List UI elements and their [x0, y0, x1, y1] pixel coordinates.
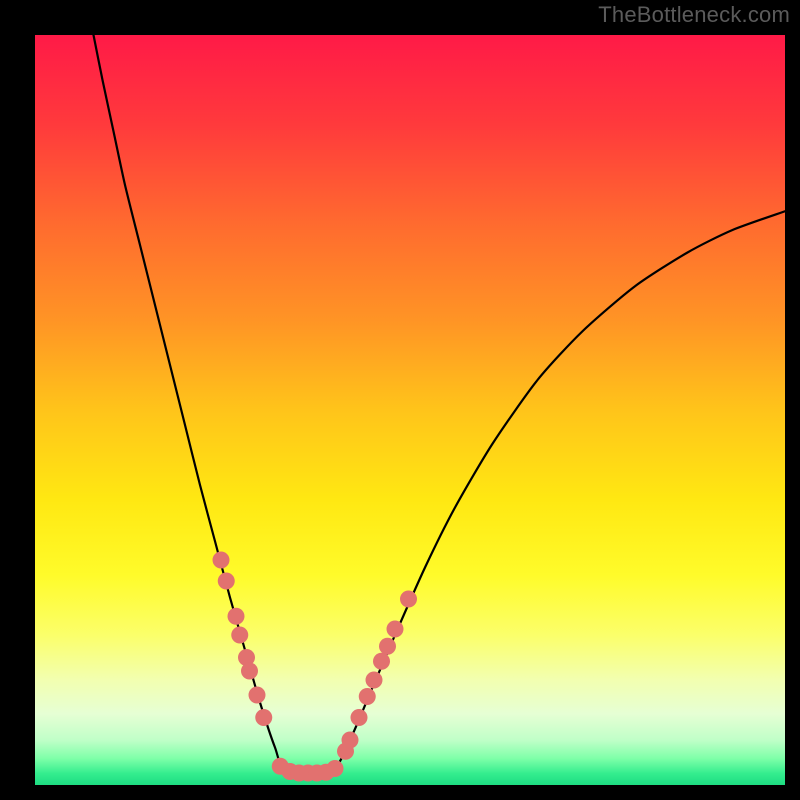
data-marker: [359, 688, 376, 705]
data-marker: [379, 638, 396, 655]
data-marker: [255, 709, 272, 726]
data-marker: [366, 672, 383, 689]
data-marker: [387, 621, 404, 638]
data-marker: [218, 573, 235, 590]
data-marker: [351, 709, 368, 726]
data-marker: [213, 552, 230, 569]
data-marker: [342, 732, 359, 749]
data-marker: [400, 591, 417, 608]
data-marker: [231, 627, 248, 644]
bottleneck-curve-chart: [0, 0, 800, 800]
data-marker: [228, 608, 245, 625]
data-marker: [327, 760, 344, 777]
plot-background: [35, 35, 785, 785]
data-marker: [241, 663, 258, 680]
data-marker: [249, 687, 266, 704]
chart-container: TheBottleneck.com: [0, 0, 800, 800]
data-marker: [373, 653, 390, 670]
